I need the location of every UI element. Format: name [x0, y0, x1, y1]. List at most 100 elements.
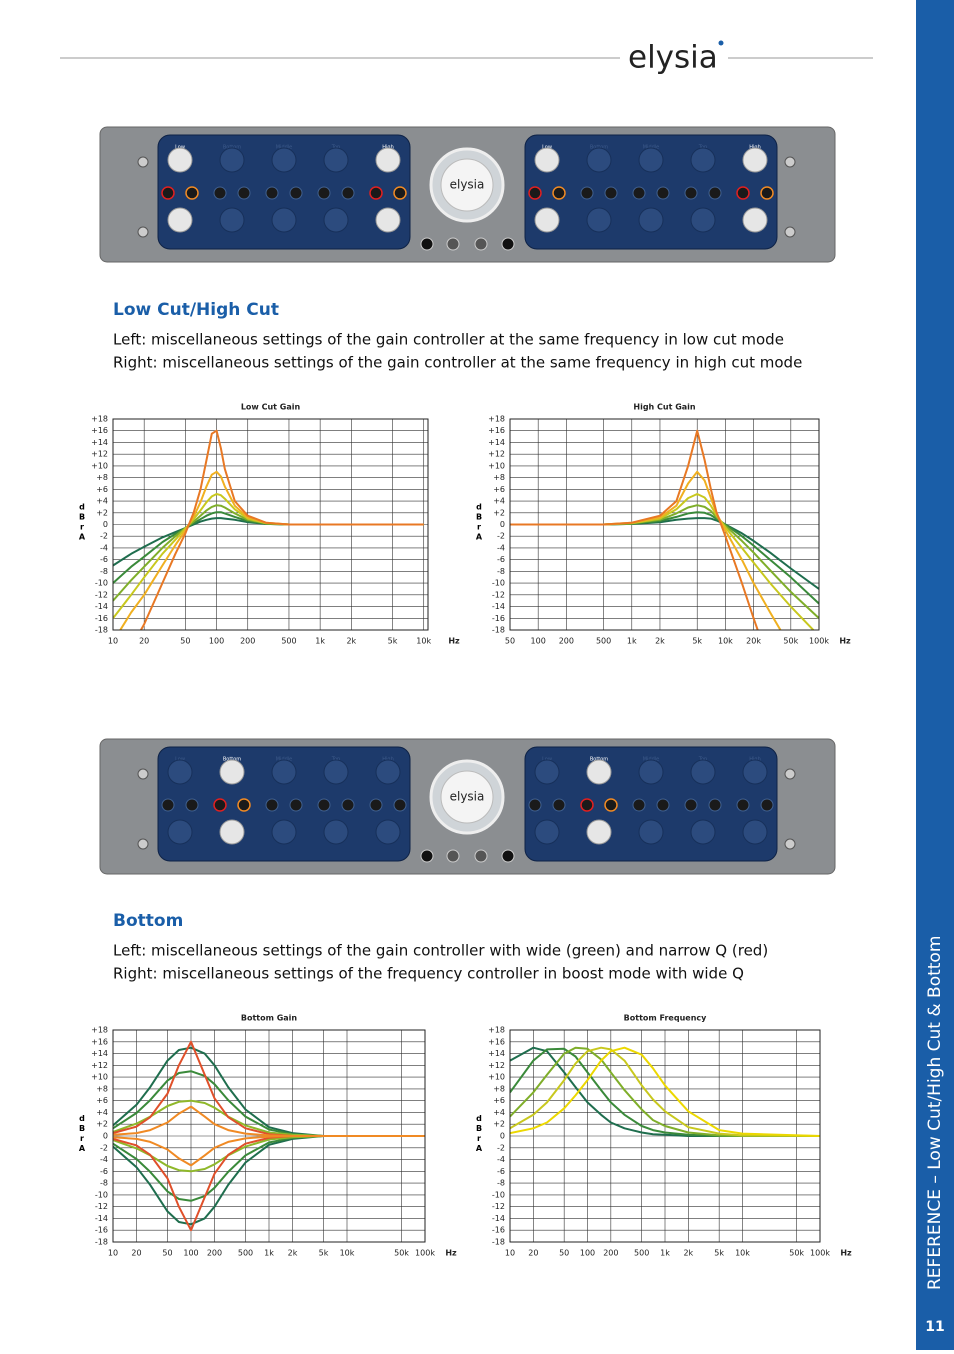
y-tick-label: -2 — [497, 1143, 505, 1152]
knob — [586, 147, 612, 173]
x-tick-label: 50k — [394, 1249, 409, 1258]
switch — [446, 849, 460, 863]
y-tick-label: +16 — [91, 426, 108, 435]
knob — [323, 819, 349, 845]
device-brand: elysia — [450, 178, 485, 192]
x-tick-label: 100 — [209, 637, 224, 646]
small-knob — [237, 186, 251, 200]
y-tick-label: -10 — [95, 1190, 108, 1199]
y-tick-label: +16 — [91, 1037, 108, 1046]
small-knob — [684, 798, 698, 812]
x-tick-label: 100 — [183, 1249, 198, 1258]
y-tick-label: -6 — [497, 555, 505, 564]
knob — [167, 147, 193, 173]
knob — [638, 147, 664, 173]
x-tick-label: 50 — [162, 1249, 172, 1258]
y-tick-label: 0 — [103, 1132, 108, 1141]
chart-title: High Cut Gain — [633, 403, 696, 412]
y-tick-label: 0 — [103, 520, 108, 529]
x-tick-label: 20 — [528, 1249, 538, 1258]
band-label: Bottom — [590, 757, 608, 763]
small-knob — [289, 798, 303, 812]
section-text: Right: miscellaneous settings of the fre… — [113, 965, 744, 983]
y-tick-label: +14 — [91, 1049, 108, 1058]
y-tick-label: -18 — [95, 626, 108, 635]
y-tick-label: +4 — [493, 1108, 505, 1117]
x-tick-label: 10k — [718, 637, 733, 646]
knob — [586, 759, 612, 785]
chart-title: Bottom Frequency — [624, 1014, 707, 1023]
knob — [271, 759, 297, 785]
small-knob — [161, 186, 175, 200]
y-tick-label: +2 — [96, 508, 108, 517]
x-tick-label: 10k — [416, 637, 431, 646]
y-tick-label: +8 — [96, 473, 108, 482]
y-axis-label: dBrA — [475, 503, 484, 543]
band-label: Top — [698, 757, 707, 763]
y-tick-label: +12 — [488, 1061, 505, 1070]
y-tick-label: +10 — [91, 461, 108, 470]
small-knob — [289, 186, 303, 200]
rack-screw — [784, 156, 796, 168]
center-knob — [440, 158, 494, 212]
logo: elysia — [628, 40, 718, 76]
knob — [167, 207, 193, 233]
y-tick-label: -18 — [95, 1238, 108, 1247]
y-tick-label: -14 — [492, 1214, 505, 1223]
knob — [375, 759, 401, 785]
y-tick-label: -14 — [95, 1214, 108, 1223]
y-tick-label: +4 — [96, 497, 108, 506]
small-knob — [265, 186, 279, 200]
knob — [534, 207, 560, 233]
knob — [742, 147, 768, 173]
x-tick-label: 1k — [315, 637, 325, 646]
small-knob — [604, 798, 618, 812]
chart-title: Low Cut Gain — [241, 403, 301, 412]
small-knob — [341, 186, 355, 200]
x-tick-label: 10k — [340, 1249, 355, 1258]
x-tick-label: 500 — [281, 637, 296, 646]
small-knob — [185, 798, 199, 812]
device-brand: elysia — [450, 790, 485, 804]
y-tick-label: +8 — [493, 473, 505, 482]
switch — [474, 237, 488, 251]
x-tick-label: 5k — [692, 637, 702, 646]
x-tick-label: 20 — [139, 637, 149, 646]
y-tick-label: -10 — [95, 579, 108, 588]
plot-frame — [509, 418, 820, 631]
y-tick-label: -18 — [492, 626, 505, 635]
y-tick-label: +12 — [488, 450, 505, 459]
rack-screw — [784, 838, 796, 850]
x-tick-label: 100 — [580, 1249, 595, 1258]
x-tick-label: 2k — [346, 637, 356, 646]
switch — [501, 237, 515, 251]
page-number: 11 — [925, 1319, 944, 1335]
knob — [375, 819, 401, 845]
y-tick-label: 0 — [500, 1132, 505, 1141]
y-tick-label: +14 — [91, 438, 108, 447]
y-tick-label: +12 — [91, 450, 108, 459]
band-label: Top — [331, 757, 340, 763]
section-title: Bottom — [113, 911, 183, 931]
small-knob — [552, 798, 566, 812]
x-tick-label: 10 — [108, 1249, 118, 1258]
switch — [420, 849, 434, 863]
small-knob — [736, 186, 750, 200]
knob — [586, 819, 612, 845]
plot-frame — [112, 418, 429, 631]
chart-title: Bottom Gain — [241, 1014, 298, 1023]
y-tick-label: -16 — [492, 614, 505, 623]
y-tick-label: +10 — [488, 461, 505, 470]
x-tick-label: 50 — [559, 1249, 569, 1258]
x-tick-label: 200 — [207, 1249, 222, 1258]
x-tick-label: 1k — [660, 1249, 670, 1258]
x-tick-label: 200 — [559, 637, 574, 646]
knob — [219, 819, 245, 845]
series-line — [510, 429, 759, 630]
x-tick-label: 500 — [634, 1249, 649, 1258]
knob — [534, 819, 560, 845]
y-tick-label: -12 — [95, 1202, 108, 1211]
series-line — [113, 1046, 425, 1137]
y-tick-label: -10 — [492, 579, 505, 588]
y-tick-label: -8 — [100, 1179, 108, 1188]
